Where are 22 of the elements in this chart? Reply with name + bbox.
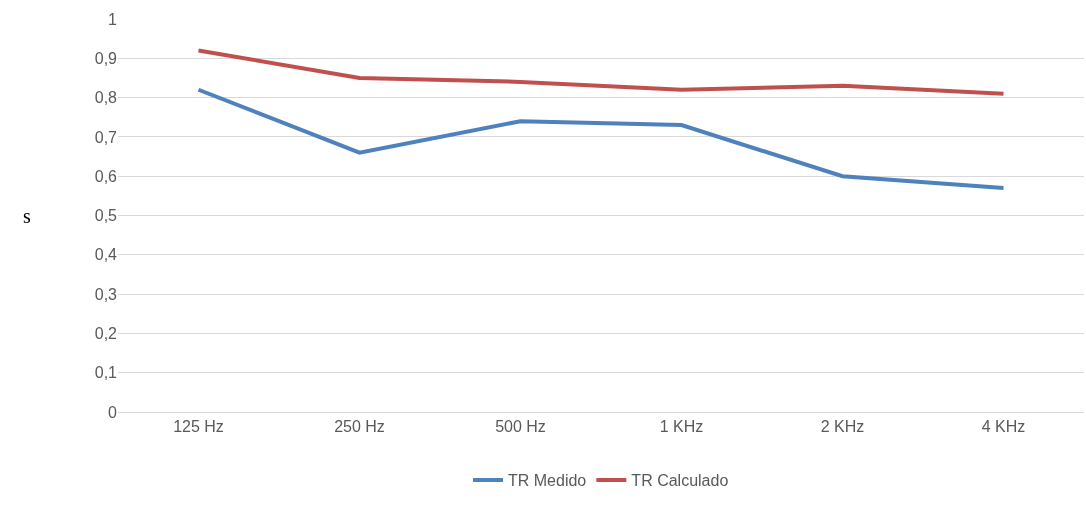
x-tick-label: 125 Hz bbox=[173, 418, 224, 436]
x-tick-label: 4 KHz bbox=[981, 418, 1026, 436]
y-tick-label: 0,9 bbox=[94, 49, 118, 67]
y-tick-label: 0,5 bbox=[94, 207, 118, 225]
line-series bbox=[196, 87, 1006, 190]
y-tick-label: 0,8 bbox=[94, 89, 118, 107]
line-series bbox=[196, 48, 1006, 96]
legend-label: TR Calculado bbox=[631, 472, 729, 490]
y-tick-label: 1 bbox=[108, 10, 118, 28]
legend-label: TR Medido bbox=[508, 472, 587, 490]
y-tick-label: 0 bbox=[108, 403, 118, 421]
y-tick-label: 0,7 bbox=[94, 128, 118, 146]
x-tick-label: 1 KHz bbox=[659, 418, 704, 436]
y-tick-label: 0,6 bbox=[94, 167, 118, 185]
x-tick-label: 500 Hz bbox=[495, 418, 546, 436]
x-tick-label: 2 KHz bbox=[820, 418, 865, 436]
y-tick-label: 0,3 bbox=[94, 285, 118, 303]
x-tick-label: 250 Hz bbox=[334, 418, 385, 436]
y-tick-label: 0,4 bbox=[94, 246, 118, 264]
y-tick-label: 0,2 bbox=[94, 325, 118, 342]
y-axis-title: s bbox=[23, 205, 31, 227]
y-tick-label: 0,1 bbox=[94, 364, 118, 382]
